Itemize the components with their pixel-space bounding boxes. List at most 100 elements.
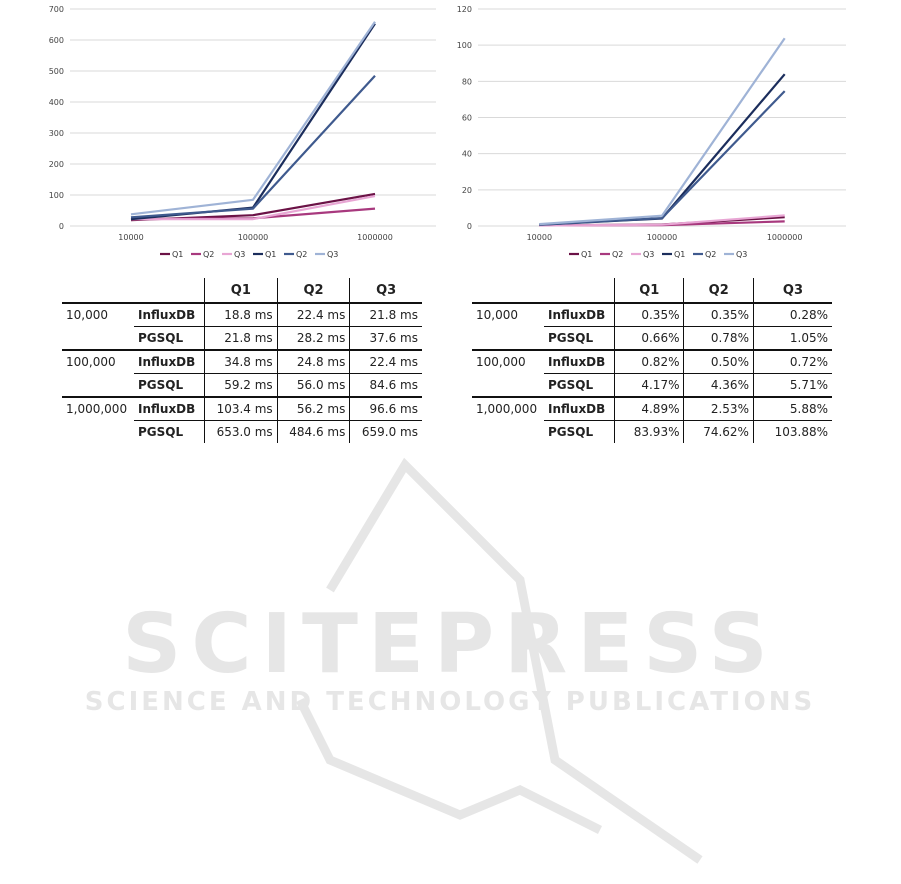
database-name: InfluxDB xyxy=(544,396,615,421)
legend-label: Q3 xyxy=(327,250,338,259)
header-blank xyxy=(134,278,205,304)
series-line-4 xyxy=(130,75,376,219)
cell-q2: 4.36% xyxy=(683,373,754,398)
table-row: PGSQL 4.17% 4.36% 5.71% xyxy=(472,373,832,398)
database-name: InfluxDB xyxy=(134,302,205,327)
series-line-5 xyxy=(130,21,376,216)
dataset-size: 100,000 xyxy=(62,349,134,374)
dataset-size xyxy=(62,421,134,444)
series-line-3 xyxy=(130,22,376,221)
legend-label: Q2 xyxy=(705,250,716,259)
table-row: 100,000 InfluxDB 34.8 ms 24.8 ms 22.4 ms xyxy=(62,349,422,374)
y-tick-label: 400 xyxy=(49,98,64,107)
legend-label: Q1 xyxy=(581,250,592,259)
table-row: PGSQL 59.2 ms 56.0 ms 84.6 ms xyxy=(62,373,422,398)
legend-label: Q2 xyxy=(296,250,307,259)
dataset-size xyxy=(472,374,544,398)
series-line-2 xyxy=(130,195,376,221)
legend-item: Q3 xyxy=(631,250,654,259)
database-name: InfluxDB xyxy=(134,349,205,374)
cell-q3: 0.28% xyxy=(752,302,832,327)
cell-q1: 103.4 ms xyxy=(204,396,278,421)
database-name: InfluxDB xyxy=(544,349,615,374)
cell-q1: 4.17% xyxy=(613,373,684,398)
cell-q3: 103.88% xyxy=(752,420,832,443)
cell-q1: 653.0 ms xyxy=(204,420,278,443)
cell-q2: 0.78% xyxy=(683,326,754,351)
y-tick-label: 120 xyxy=(457,5,472,14)
header-blank xyxy=(544,278,615,304)
table-header-row: Q1 Q2 Q3 xyxy=(62,278,422,304)
cell-q2: 0.35% xyxy=(683,302,754,327)
watermark-title: SCITEPRESS xyxy=(122,597,777,692)
legend-label: Q3 xyxy=(643,250,654,259)
legend-item: Q3 xyxy=(315,250,338,259)
legend-item: Q2 xyxy=(284,250,307,259)
dataset-size xyxy=(62,374,134,398)
overhead-line-chart: 0 20 40 60 80 100 120 10000 100000 1000000 Q1 Q2 Q3 Q… xyxy=(457,5,846,259)
series-line-5 xyxy=(539,37,786,226)
cell-q2: 56.0 ms xyxy=(276,373,350,398)
cell-q3: 22.4 ms xyxy=(349,349,422,374)
header-q1: Q1 xyxy=(204,278,278,304)
database-name: PGSQL xyxy=(138,378,184,392)
y-tick-label: 60 xyxy=(462,114,472,123)
cell-q1: 34.8 ms xyxy=(204,349,278,374)
cell-q1: 0.82% xyxy=(613,349,684,374)
database-name: InfluxDB xyxy=(134,396,205,421)
dataset-size: 1,000,000 xyxy=(62,396,134,421)
header-q1: Q1 xyxy=(613,278,684,304)
legend-label: Q1 xyxy=(674,250,685,259)
cell-q1: 59.2 ms xyxy=(204,373,278,398)
cell-q2: 74.62% xyxy=(683,420,754,443)
table-row: 1,000,000 InfluxDB 4.89% 2.53% 5.88% xyxy=(472,396,832,421)
cell-q2: 24.8 ms xyxy=(276,349,350,374)
watermark-logo-outline xyxy=(295,457,703,864)
dataset-size xyxy=(62,327,134,351)
cell-q3: 659.0 ms xyxy=(349,420,422,443)
header-q3: Q3 xyxy=(752,278,832,304)
y-tick-label: 600 xyxy=(49,36,64,45)
cell-q3: 37.6 ms xyxy=(349,326,422,351)
table-row: 100,000 InfluxDB 0.82% 0.50% 0.72% xyxy=(472,349,832,374)
series-line-4 xyxy=(539,90,786,226)
cell-q3: 84.6 ms xyxy=(349,373,422,398)
legend-item: Q1 xyxy=(569,250,592,259)
legend-label: Q3 xyxy=(234,250,245,259)
x-tick-label: 1000000 xyxy=(357,233,393,242)
y-tick-label: 100 xyxy=(49,191,64,200)
y-tick-label: 700 xyxy=(49,5,64,14)
table-row: 10,000 InfluxDB 18.8 ms 22.4 ms 21.8 ms xyxy=(62,302,422,327)
y-tick-label: 80 xyxy=(462,77,472,86)
y-tick-label: 40 xyxy=(462,150,472,159)
database-name: InfluxDB xyxy=(544,302,615,327)
cell-q3: 1.05% xyxy=(752,326,832,351)
x-tick-label: 100000 xyxy=(238,233,269,242)
cell-q2: 0.50% xyxy=(683,349,754,374)
cell-q1: 83.93% xyxy=(613,420,684,443)
cell-q3: 0.72% xyxy=(752,349,832,374)
legend-label: Q1 xyxy=(172,250,183,259)
series-line-3 xyxy=(539,73,786,226)
database-name: PGSQL xyxy=(548,378,594,392)
database-name: PGSQL xyxy=(548,331,594,345)
overhead-table: Q1 Q2 Q3 10,000 InfluxDB 0.35% 0.35% 0.2… xyxy=(472,278,832,443)
cell-q2: 484.6 ms xyxy=(276,420,350,443)
table-row: PGSQL 653.0 ms 484.6 ms 659.0 ms xyxy=(62,420,422,444)
table-row: 1,000,000 InfluxDB 103.4 ms 56.2 ms 96.6… xyxy=(62,396,422,421)
cell-q2: 28.2 ms xyxy=(276,326,350,351)
dataset-size xyxy=(472,327,544,351)
table-row: PGSQL 0.66% 0.78% 1.05% xyxy=(472,326,832,351)
dataset-size xyxy=(472,421,544,444)
y-tick-label: 0 xyxy=(467,222,472,231)
legend-label: Q1 xyxy=(265,250,276,259)
legend-item: Q1 xyxy=(662,250,685,259)
legend-item: Q3 xyxy=(222,250,245,259)
legend-label: Q3 xyxy=(736,250,747,259)
dataset-size: 10,000 xyxy=(62,302,134,327)
table-row: PGSQL 21.8 ms 28.2 ms 37.6 ms xyxy=(62,326,422,351)
legend-item: Q3 xyxy=(724,250,747,259)
cell-q1: 21.8 ms xyxy=(204,326,278,351)
database-name: PGSQL xyxy=(548,425,594,439)
cell-q2: 56.2 ms xyxy=(276,396,350,421)
